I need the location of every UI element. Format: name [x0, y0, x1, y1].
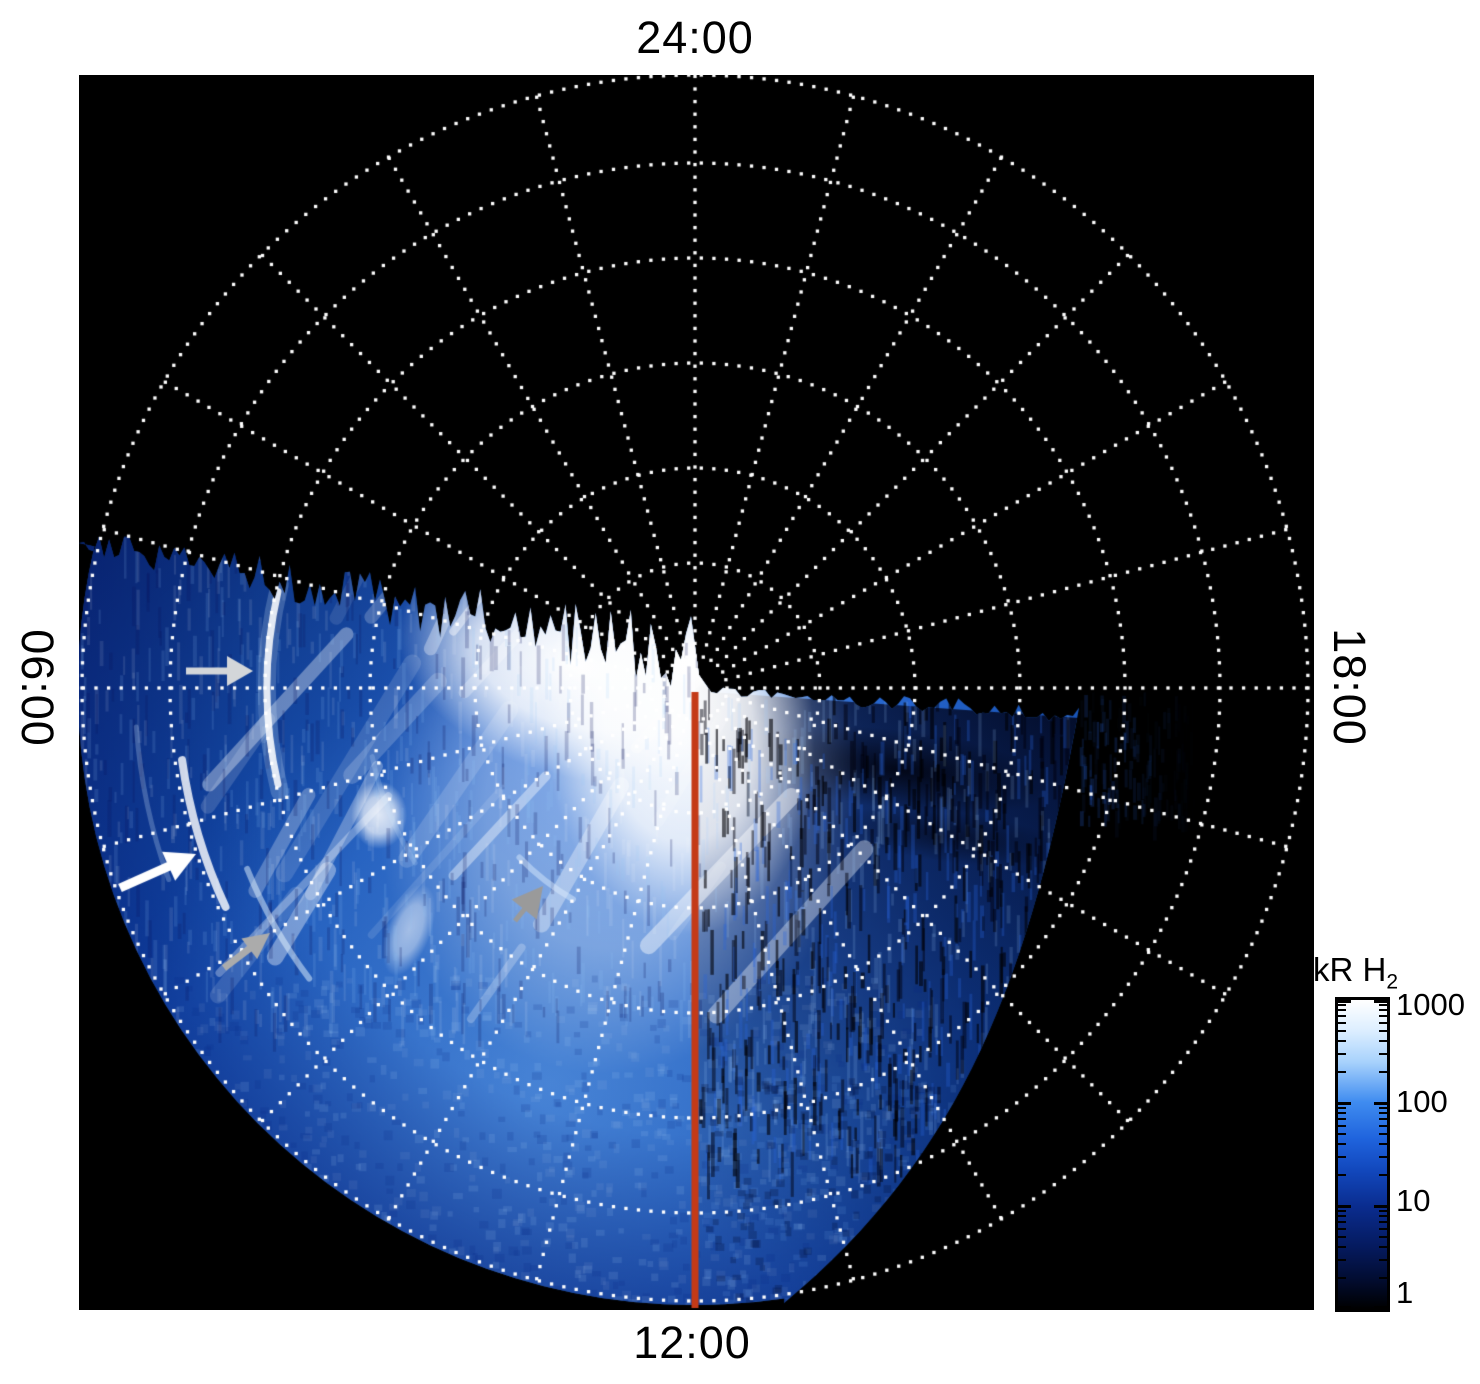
- colorbar-tick: [1338, 1117, 1346, 1120]
- colorbar-tick: [1379, 1133, 1387, 1135]
- colorbar-tick: [1379, 1052, 1387, 1055]
- colorbar-tick: [1338, 1014, 1346, 1017]
- colorbar-tick: [1338, 1276, 1346, 1279]
- colorbar-tick: [1338, 1209, 1346, 1212]
- colorbar-tick: [1379, 1142, 1387, 1145]
- colorbar-tick: [1338, 1030, 1346, 1032]
- colorbar-tick: [1379, 1214, 1387, 1217]
- colorbar-tick: [1379, 1245, 1387, 1248]
- colorbar-tick: [1379, 1030, 1387, 1032]
- colorbar-tick: [1379, 1227, 1387, 1230]
- colorbar-tick-label-10: 10: [1396, 1183, 1431, 1218]
- aurora-polar-plot: [79, 75, 1314, 1310]
- colorbar-tick: [1379, 1124, 1387, 1127]
- colorbar-tick: [1374, 1000, 1387, 1003]
- colorbar-tick: [1379, 1070, 1387, 1073]
- time-label-24: 24:00: [636, 12, 754, 63]
- colorbar-tick: [1379, 1014, 1387, 1017]
- colorbar-tick: [1338, 1052, 1346, 1055]
- colorbar: [1335, 997, 1390, 1312]
- colorbar-tick: [1379, 1008, 1387, 1011]
- colorbar-tick: [1379, 1039, 1387, 1042]
- colorbar-tick: [1338, 1258, 1346, 1261]
- colorbar-tick: [1379, 1276, 1387, 1279]
- time-label-06: 06:00: [12, 629, 63, 747]
- colorbar-tick: [1374, 1204, 1387, 1208]
- colorbar-tick: [1379, 1106, 1387, 1109]
- colorbar-tick: [1338, 1021, 1346, 1024]
- colorbar-tick: [1338, 1204, 1351, 1208]
- colorbar-tick: [1338, 1003, 1346, 1006]
- colorbar-tick: [1379, 1258, 1387, 1261]
- colorbar-tick: [1379, 1117, 1387, 1120]
- colorbar-tick: [1338, 1070, 1346, 1073]
- colorbar-tick: [1379, 1220, 1387, 1223]
- colorbar-tick: [1338, 1155, 1346, 1158]
- colorbar-tick: [1338, 1214, 1346, 1217]
- colorbar-title-subscript: 2: [1386, 970, 1399, 994]
- colorbar-tick: [1338, 1008, 1346, 1011]
- colorbar-tick: [1379, 1209, 1387, 1212]
- time-label-18: 18:00: [1324, 628, 1375, 746]
- colorbar-tick: [1338, 1000, 1351, 1003]
- colorbar-tick: [1338, 1227, 1346, 1230]
- colorbar-tick: [1338, 1245, 1346, 1248]
- colorbar-tick: [1379, 1155, 1387, 1158]
- colorbar-title: kR H2: [1313, 951, 1398, 995]
- colorbar-title-main: kR H: [1313, 951, 1387, 988]
- colorbar-gradient: [1338, 1000, 1387, 1309]
- colorbar-tick: [1338, 1111, 1346, 1114]
- colorbar-tick: [1338, 1173, 1346, 1176]
- time-label-12: 12:00: [633, 1317, 751, 1368]
- colorbar-tick: [1374, 1306, 1387, 1309]
- colorbar-tick: [1338, 1106, 1346, 1109]
- colorbar-tick: [1379, 1173, 1387, 1176]
- colorbar-tick: [1338, 1142, 1346, 1145]
- colorbar-tick: [1338, 1124, 1346, 1127]
- colorbar-tick: [1338, 1101, 1351, 1105]
- colorbar-tick: [1379, 1236, 1387, 1238]
- colorbar-tick: [1338, 1220, 1346, 1223]
- colorbar-tick: [1379, 1021, 1387, 1024]
- colorbar-tick: [1338, 1306, 1351, 1309]
- colorbar-tick: [1338, 1133, 1346, 1135]
- colorbar-tick: [1379, 1111, 1387, 1114]
- colorbar-tick: [1338, 1236, 1346, 1238]
- colorbar-tick-label-100: 100: [1396, 1084, 1448, 1119]
- colorbar-tick: [1379, 1003, 1387, 1006]
- colorbar-tick: [1374, 1101, 1387, 1105]
- colorbar-tick: [1338, 1039, 1346, 1042]
- colorbar-tick-label-1000: 1000: [1396, 987, 1465, 1022]
- colorbar-tick-label-1: 1: [1396, 1275, 1414, 1310]
